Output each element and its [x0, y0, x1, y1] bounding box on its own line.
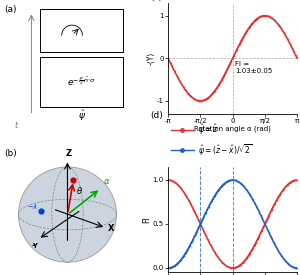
Text: X: X: [108, 224, 114, 233]
Circle shape: [19, 167, 116, 262]
Text: $\alpha$: $\alpha$: [103, 177, 110, 186]
FancyBboxPatch shape: [40, 57, 123, 107]
Text: (a): (a): [4, 5, 17, 14]
Text: $-\lambda$: $-\lambda$: [27, 202, 38, 211]
Text: $t$: $t$: [14, 119, 20, 130]
Text: Z: Z: [66, 149, 72, 158]
Text: $e^{-i\frac{\alpha}{2}\hat{n}{\cdot}\sigma}$: $e^{-i\frac{\alpha}{2}\hat{n}{\cdot}\sig…: [67, 75, 96, 89]
FancyBboxPatch shape: [40, 9, 123, 52]
Text: -Y: -Y: [31, 243, 38, 249]
Text: (c): (c): [150, 0, 162, 2]
X-axis label: Rotation angle α (rad): Rotation angle α (rad): [194, 125, 271, 132]
Text: $\hat{\psi} = (\hat{z} - \hat{x})/\sqrt{2}$: $\hat{\psi} = (\hat{z} - \hat{x})/\sqrt{…: [198, 142, 252, 158]
Text: $\theta$: $\theta$: [76, 185, 83, 196]
Y-axis label: -⟨Y⟩: -⟨Y⟩: [146, 51, 155, 65]
Text: (b): (b): [4, 149, 17, 158]
Text: $\hat{\psi} = \hat{z}$: $\hat{\psi} = \hat{z}$: [198, 123, 218, 138]
Text: (d): (d): [150, 111, 163, 120]
Y-axis label: FI: FI: [142, 216, 151, 223]
Text: FI =
1.03±0.05: FI = 1.03±0.05: [235, 60, 272, 73]
Text: $\hat{\psi}$: $\hat{\psi}$: [78, 108, 86, 123]
